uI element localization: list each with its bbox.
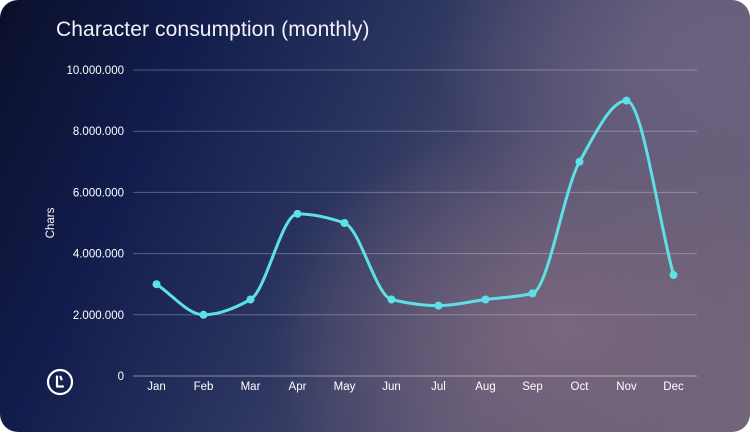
data-point xyxy=(434,301,443,310)
x-tick-label: Apr xyxy=(289,381,307,393)
data-point xyxy=(528,289,537,298)
data-point xyxy=(246,295,255,304)
x-tick-label: Jul xyxy=(431,381,446,393)
x-tick-label: May xyxy=(334,381,356,393)
chart-title: Character consumption (monthly) xyxy=(56,18,370,41)
data-point xyxy=(199,310,208,319)
x-tick-label: Nov xyxy=(616,381,637,393)
grid-lines xyxy=(133,69,697,377)
data-points xyxy=(152,96,678,319)
x-tick-label: Feb xyxy=(194,381,214,393)
data-point xyxy=(622,96,631,105)
y-tick-label: 2.000.000 xyxy=(73,310,124,322)
data-point xyxy=(152,280,161,289)
y-axis-ticks: 0 2.000.000 4.000.000 6.000.000 8.000.000 10.… xyxy=(66,65,124,383)
data-point xyxy=(340,219,349,227)
y-tick-label: 4.000.000 xyxy=(73,249,124,261)
y-tick-label: 6.000.000 xyxy=(73,187,124,199)
x-tick-label: Oct xyxy=(571,381,590,393)
data-point xyxy=(387,295,396,304)
brand-logo-icon xyxy=(46,368,74,396)
series-line xyxy=(155,99,675,317)
x-axis-ticks: Jan Feb Mar Apr May Jun Jul Aug Sep Oct Nov Dec xyxy=(147,381,684,393)
x-tick-label: Aug xyxy=(475,381,495,393)
x-tick-label: Dec xyxy=(663,381,684,393)
y-tick-label: 10.000.000 xyxy=(66,65,124,77)
data-point xyxy=(669,271,678,280)
y-tick-label: 0 xyxy=(118,371,124,383)
x-tick-label: Jun xyxy=(382,381,401,393)
y-axis-label: Chars xyxy=(45,207,57,238)
x-tick-label: Sep xyxy=(522,381,542,393)
y-tick-label: 8.000.000 xyxy=(73,126,124,138)
data-point xyxy=(293,209,302,218)
x-tick-label: Jan xyxy=(147,381,166,393)
data-point xyxy=(575,157,584,166)
data-point xyxy=(481,295,490,304)
x-tick-label: Mar xyxy=(241,381,261,393)
